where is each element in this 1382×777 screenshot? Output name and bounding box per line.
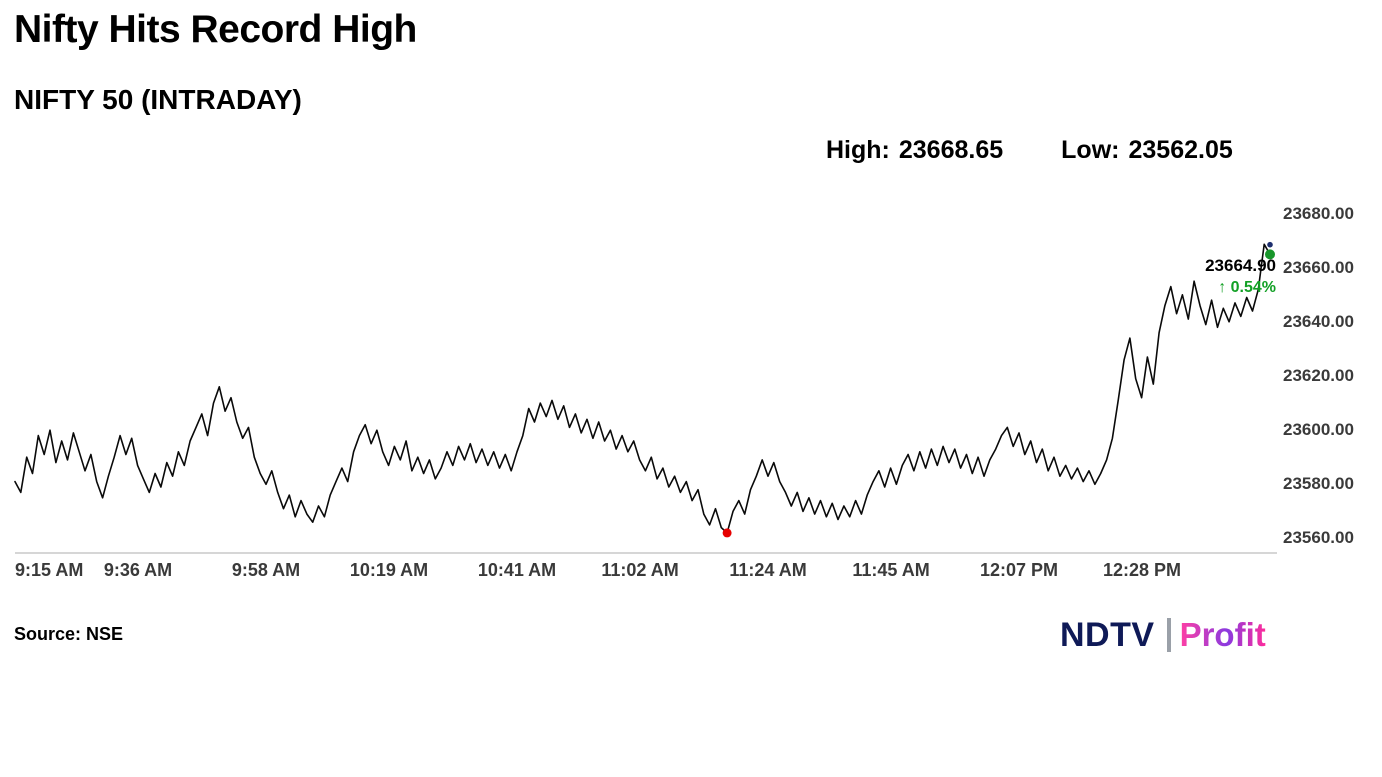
- y-axis-tick-label: 23660.00: [1283, 258, 1354, 277]
- low-marker: [722, 528, 732, 538]
- low-value: 23562.05: [1128, 136, 1233, 164]
- high-value: 23668.65: [898, 136, 1004, 164]
- logo-separator-bar: [1166, 618, 1171, 652]
- x-axis-tick-label: 10:19 AM: [349, 560, 429, 580]
- ndtv-profit-logo: NDTV Profit: [1060, 610, 1266, 660]
- last-marker-accent: [1267, 241, 1273, 248]
- x-axis-tick-label: 12:07 PM: [979, 560, 1059, 580]
- y-axis-tick-label: 23640.00: [1283, 312, 1354, 331]
- y-axis-tick-label: 23560.00: [1283, 528, 1354, 547]
- high-stat: High: 23668.65: [826, 136, 1003, 165]
- high-low-stats: High: 23668.65 Low: 23562.05: [826, 136, 1233, 165]
- x-axis-tick-label: 12:28 PM: [1102, 560, 1182, 580]
- y-axis-tick-label: 23580.00: [1283, 474, 1354, 493]
- profit-logo-text: Profit: [1179, 616, 1266, 653]
- low-stat: Low: 23562.05: [1061, 136, 1233, 165]
- y-axis-tick-label: 23620.00: [1283, 366, 1354, 385]
- ndtv-logo-text: NDTV: [1060, 615, 1155, 654]
- x-axis-tick-label: 11:02 AM: [601, 560, 679, 580]
- x-axis-tick-label: 11:24 AM: [729, 560, 807, 580]
- high-label: High:: [826, 136, 890, 164]
- last-price-annotation: 23664.90 ↑ 0.54%: [1128, 256, 1276, 296]
- page-title: Nifty Hits Record High: [14, 8, 417, 51]
- price-line: [14, 243, 1271, 534]
- low-label: Low:: [1061, 136, 1120, 164]
- chart-subtitle: NIFTY 50 (INTRADAY): [14, 84, 302, 115]
- x-axis-tick-label: 11:45 AM: [852, 560, 930, 580]
- x-axis-tick-label: 10:41 AM: [477, 560, 557, 580]
- x-axis-tick-label: 9:36 AM: [103, 560, 173, 580]
- last-price: 23664.90: [1205, 256, 1276, 275]
- x-axis-tick-label: 9:15 AM: [15, 560, 84, 580]
- y-axis-tick-label: 23600.00: [1283, 420, 1354, 439]
- source-note: Source: NSE: [14, 624, 124, 644]
- y-axis-tick-label: 23680.00: [1283, 204, 1354, 223]
- x-axis-tick-label: 9:58 AM: [231, 560, 301, 580]
- price-change: ↑ 0.54%: [1218, 278, 1276, 296]
- last-marker: [1265, 249, 1275, 260]
